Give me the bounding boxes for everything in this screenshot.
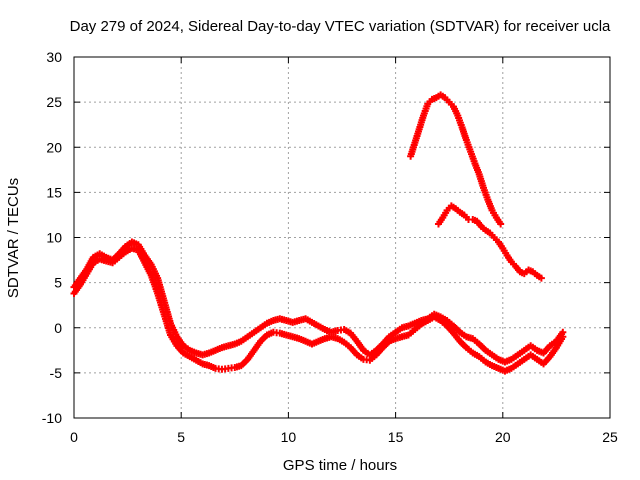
chart-title: Day 279 of 2024, Sidereal Day-to-day VTE… <box>70 18 611 35</box>
y-tick-label: 0 <box>54 320 62 336</box>
y-tick-label: -5 <box>50 365 63 381</box>
y-tick-label: 30 <box>46 49 62 65</box>
x-tick-label: 10 <box>281 429 297 445</box>
y-axis-label: SDTVAR / TECUs <box>5 178 22 298</box>
axis-ticks: 0 5 10 15 20 25 -10 -5 0 5 10 15 20 25 30 <box>42 49 618 445</box>
x-tick-label: 20 <box>495 429 511 445</box>
y-tick-label: 25 <box>46 94 62 110</box>
x-tick-label: 15 <box>388 429 404 445</box>
grid <box>74 57 610 418</box>
y-tick-label: 15 <box>46 184 62 200</box>
series-trace-3 <box>407 91 505 228</box>
x-tick-label: 25 <box>602 429 618 445</box>
y-tick-label: 5 <box>54 275 62 291</box>
y-tick-label: -10 <box>42 410 62 426</box>
x-tick-label: 0 <box>70 429 78 445</box>
data-marks <box>70 91 567 375</box>
data-point <box>497 220 505 228</box>
y-tick-label: 20 <box>46 139 62 155</box>
x-axis-label: GPS time / hours <box>283 457 397 474</box>
series-trace-2 <box>70 244 567 375</box>
data-point <box>537 274 545 282</box>
y-tick-label: 10 <box>46 230 62 246</box>
data-point <box>559 333 567 341</box>
series-trace-4 <box>434 202 545 282</box>
x-tick-label: 5 <box>177 429 185 445</box>
